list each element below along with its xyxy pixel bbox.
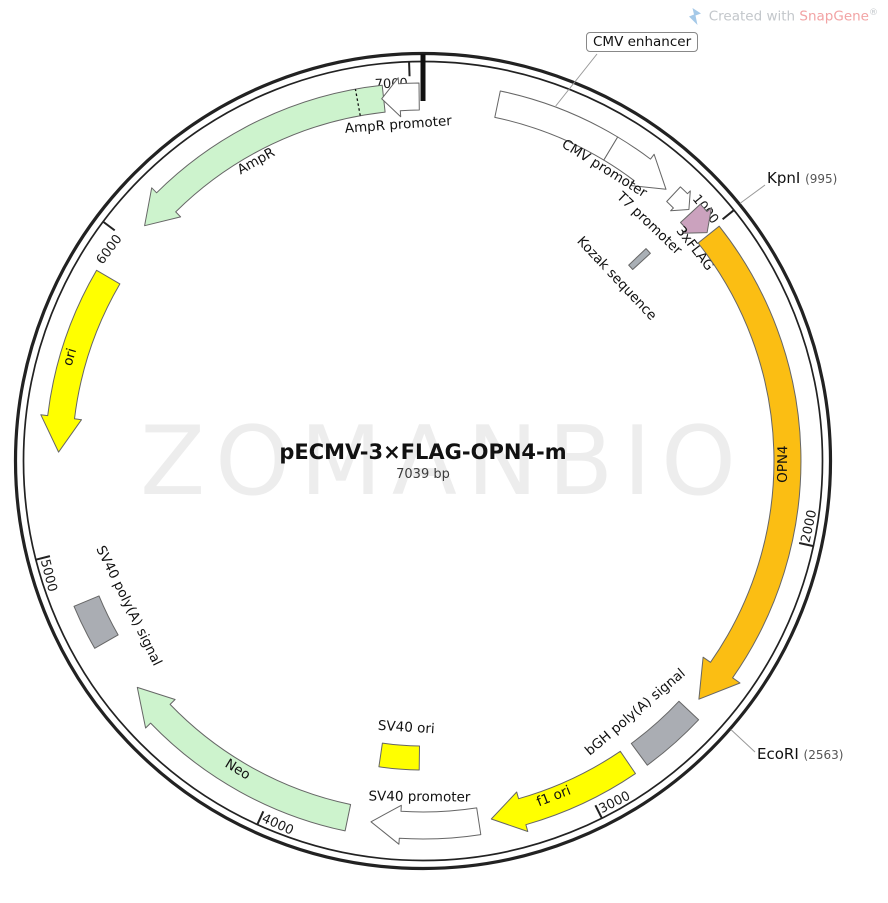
tick-mark	[102, 221, 116, 232]
cmv-enhancer-label: CMV enhancer	[586, 32, 699, 52]
feature-ori: ori	[40, 269, 121, 453]
feature-label-sv40-promoter: SV40 promoter	[368, 788, 471, 805]
tick-label: 6000	[94, 232, 126, 267]
tick-mark	[36, 555, 51, 561]
backbone-outer-ring	[13, 51, 833, 871]
feature-sv40-promoter: SV40 promoter	[368, 788, 482, 845]
tick-mark	[594, 804, 603, 819]
restriction-site-ecori: EcoRI (2563)	[757, 745, 843, 763]
feature-label-sv40-ori: SV40 ori	[377, 718, 435, 738]
site-leader-line	[730, 729, 756, 753]
feature-sv40-poly-a-signal: SV40 poly(A) signal	[73, 543, 165, 669]
registered-mark: ®	[869, 8, 878, 19]
tick-mark	[256, 810, 265, 825]
snapgene-logo-icon	[688, 8, 701, 25]
restriction-site-kpni: KpnI (995)	[767, 169, 837, 187]
site-leader-line	[739, 184, 766, 204]
feature-label-ampr-promoter: AmpR promoter	[344, 113, 453, 137]
feature-cmv-promoter: CMV promoter	[559, 136, 667, 201]
tick-mark	[798, 542, 814, 547]
snapgene-attribution: Created with SnapGene®	[688, 8, 878, 25]
feature-t7-promoter: T7 promoter	[613, 186, 691, 258]
enhancer-leader-line	[555, 53, 598, 107]
plasmid-length: 7039 bp	[396, 467, 450, 482]
title-block: pECMV-3×FLAG-OPN4-m 7039 bp	[279, 440, 566, 482]
feature-bgh-poly-a-signal: bGH poly(A) signal	[582, 665, 700, 766]
tick-label: 2000	[799, 509, 821, 545]
feature-ampr-promoter: AmpR promoter	[344, 77, 453, 137]
attribution-text: Created with SnapGene®	[708, 8, 878, 25]
feature-cmv-enhancer	[494, 90, 619, 161]
watermark: ZOMANBIO	[140, 407, 746, 517]
feature-kozak-sequence: Kozak sequence	[573, 233, 659, 323]
site-name: KpnI	[767, 169, 801, 187]
feature-sv40-ori: SV40 ori	[377, 718, 435, 771]
snapgene-brand: SnapGene	[799, 8, 869, 25]
feature-label-kozak-sequence: Kozak sequence	[573, 233, 659, 323]
plasmid-title: pECMV-3×FLAG-OPN4-m	[279, 440, 567, 464]
feature-label-opn4: OPN4	[775, 445, 791, 483]
feature-neo: Neo	[136, 686, 352, 832]
site-position: (995)	[805, 172, 838, 186]
site-position: (2563)	[803, 748, 844, 762]
site-name: EcoRI	[757, 745, 799, 763]
feature-ampr: AmpR	[144, 84, 386, 227]
feature-label-ori: ori	[60, 346, 80, 367]
feature-opn4: OPN4	[697, 225, 802, 700]
tick-mark	[721, 209, 735, 221]
